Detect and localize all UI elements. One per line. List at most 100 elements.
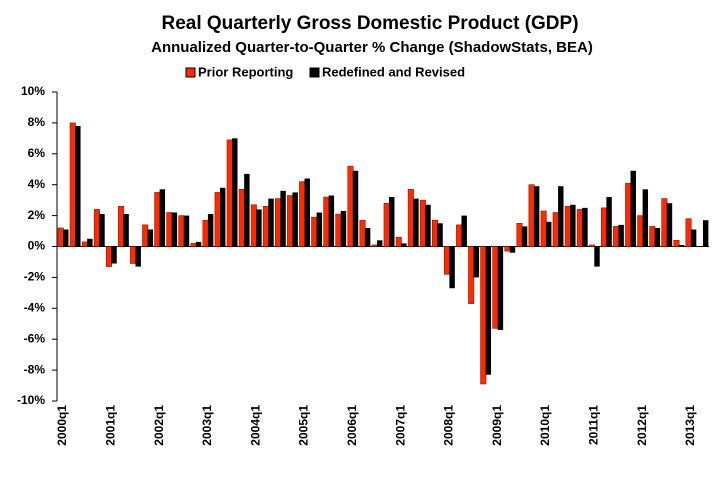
chart-subtitle: Annualized Quarter-to-Quarter % Change (… [151,39,593,56]
bar [352,170,359,247]
y-tick-label: -8% [24,362,46,376]
bar [171,212,178,247]
bar [202,219,209,247]
bar [57,227,64,247]
bar [250,204,257,247]
bar [238,189,245,247]
bar [540,210,547,247]
bar [87,238,93,247]
bar [521,226,528,247]
x-tick-label: 2002q1 [152,405,166,446]
bar [702,220,709,247]
bar [304,178,310,247]
bar [69,122,76,247]
bar [582,207,588,247]
bar [666,203,673,247]
bar [347,165,354,247]
y-tick-label: 8% [28,115,46,129]
y-tick-label: -4% [24,300,46,314]
bar [564,206,571,247]
bar [637,215,644,247]
bar [262,206,269,247]
bar [456,224,463,247]
bar [516,223,523,247]
x-tick-label: 2005q1 [297,405,311,446]
bar [497,246,504,330]
y-tick-label: 6% [28,146,46,160]
bar [311,216,318,247]
bar [256,209,262,247]
x-tick-label: 2013q1 [683,405,697,446]
bar [649,226,656,247]
bar [81,241,88,247]
bar [533,186,540,247]
bar [75,125,81,247]
bar [630,170,636,247]
bar [473,246,479,278]
bar [274,198,282,247]
y-tick-label: -10% [17,393,45,407]
bar [480,246,487,385]
bar [509,246,516,253]
bar [154,192,161,247]
x-tick-label: 2011q1 [586,405,600,445]
bar [419,199,426,247]
bar [359,219,366,247]
bar [413,198,419,247]
y-tick-label: -6% [24,331,46,345]
x-tick-label: 2001q1 [104,405,118,446]
x-tick-label: 2012q1 [635,405,649,446]
bar [600,207,608,247]
bar [588,244,595,247]
bar [214,192,221,247]
bar [299,181,306,247]
bar [678,244,685,247]
bar [690,229,697,247]
bar [63,229,69,247]
bar [606,197,612,247]
bar [576,209,583,247]
bar [425,204,431,247]
bar [558,186,564,247]
y-tick-label: 2% [28,208,46,222]
y-tick-label: 4% [28,177,46,191]
bar [328,195,335,247]
x-tick-label: 2007q1 [393,405,407,446]
bar [492,246,499,329]
bar [485,246,492,375]
bar [159,189,166,247]
bar [594,246,600,267]
bar [340,210,347,247]
bar [147,229,153,247]
bar [195,241,202,247]
bar [389,197,395,247]
legend-label: Redefined and Revised [322,64,465,79]
bar [183,215,190,247]
bar [401,243,407,247]
x-tick-label: 2006q1 [345,405,359,446]
bar [142,224,149,247]
bar [99,214,105,247]
bar [207,214,214,247]
bar [444,246,451,275]
bar [130,246,137,264]
bar [461,215,467,247]
legend-swatch [185,67,196,78]
bar [376,240,383,247]
y-tick-label: 10% [21,84,45,98]
bar [232,138,238,247]
bar [118,206,125,247]
bar [570,204,576,247]
bar [625,182,632,247]
x-tick-label: 2008q1 [442,405,456,446]
bar [292,192,298,247]
bar [431,219,438,247]
bar [437,223,443,247]
bar [280,190,286,247]
bar [504,246,511,252]
bar [546,221,552,247]
y-tick-label: 0% [28,239,46,253]
bar [685,218,692,247]
bar [226,139,233,247]
bar [449,246,455,289]
